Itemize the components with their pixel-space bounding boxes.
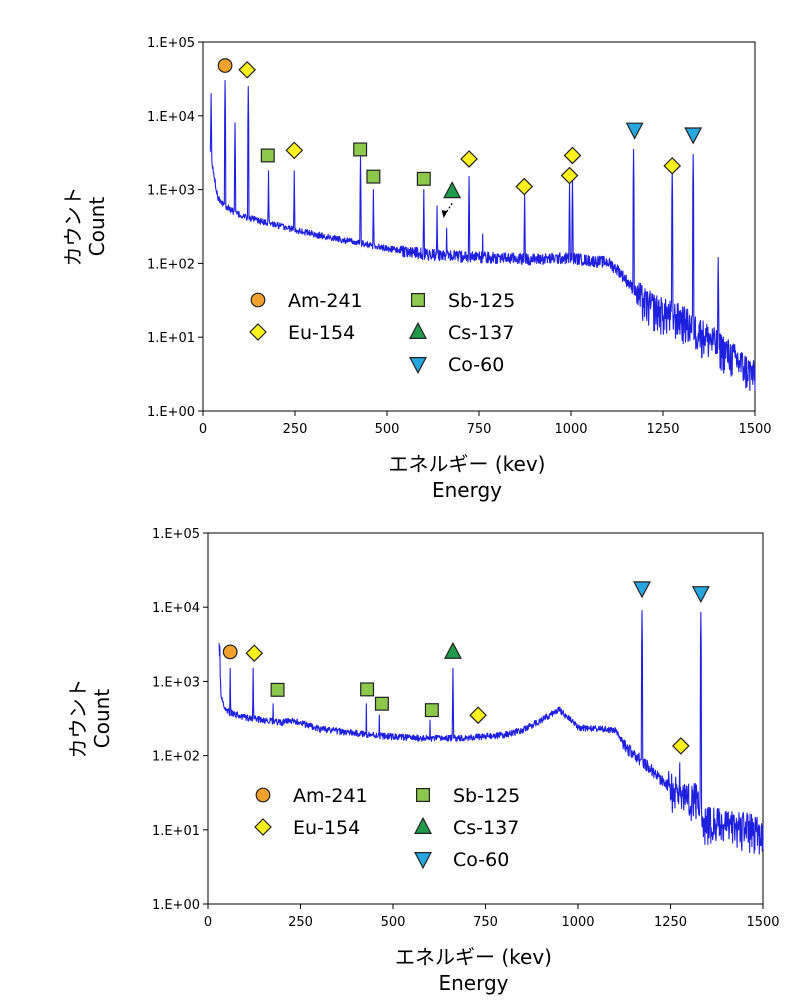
marker-sb-125	[416, 171, 431, 186]
marker-cs-137	[443, 641, 462, 659]
markers-top	[217, 58, 703, 219]
marker-co-60	[633, 581, 652, 599]
marker-sb-125	[374, 696, 389, 711]
legend-marker-sb-125	[416, 787, 431, 802]
y-tick-label: 1.E+01	[147, 331, 195, 346]
marker-eu-154	[672, 737, 690, 755]
marker-cs-137	[443, 181, 462, 199]
x-axis-title-bottom: エネルギー (kev)	[395, 945, 552, 969]
legend-label-co-60: Co-60	[448, 354, 504, 376]
y-axis-subtitle-top: Count	[85, 197, 109, 257]
marker-sb-125	[260, 148, 275, 163]
x-tick-label: 1000	[554, 422, 587, 437]
marker-am-241	[222, 644, 238, 660]
x-tick-label: 500	[375, 422, 400, 437]
legend-marker-sb-125	[411, 293, 426, 308]
y-tick-label: 1.E+05	[152, 527, 200, 542]
marker-eu-154	[469, 706, 487, 725]
legend-marker-eu-154	[249, 323, 267, 341]
legend-label-cs-137: Cs-137	[448, 322, 514, 344]
legend-label-eu-154: Eu-154	[293, 817, 360, 839]
x-tick-label: 1250	[654, 915, 687, 930]
y-axis-subtitle-bottom: Count	[90, 689, 114, 749]
y-tick-label: 1.E+03	[147, 184, 195, 199]
marker-eu-154	[560, 166, 579, 185]
legend-label-co-60: Co-60	[453, 849, 509, 871]
x-tick-label: 500	[381, 915, 406, 930]
marker-sb-125	[270, 682, 285, 697]
x-tick-label: 0	[199, 422, 207, 437]
marker-eu-154	[245, 644, 264, 663]
y-axis-title-top: カウント	[61, 187, 85, 267]
x-tick-label: 750	[467, 422, 492, 437]
y-axis-title-bottom: カウント	[66, 679, 90, 759]
y-tick-label: 1.E+01	[152, 824, 200, 839]
chart-bottom: 1.E+00 1.E+01 1.E+02 1.E+03 1.E+04 1.E+05 0 25…	[66, 527, 780, 995]
cs-arrow-head	[441, 210, 448, 219]
legend-marker-cs-137	[414, 816, 432, 835]
x-tick-label: 250	[288, 915, 313, 930]
plot-area-bottom	[207, 532, 764, 905]
legend-marker-eu-154	[254, 818, 272, 836]
x-ticks-top: 0 250 500 750 1000 1250 1500	[199, 411, 772, 437]
legend-label-am-241: Am-241	[288, 290, 363, 312]
y-tick-label: 1.E+04	[152, 601, 200, 616]
legend-bottom: Am-241 Eu-154 Sb-125 Cs-137 Co-60	[254, 785, 520, 871]
marker-eu-154	[238, 60, 257, 79]
y-ticks-top: 1.E+00 1.E+01 1.E+02 1.E+03 1.E+04 1.E+05	[147, 36, 203, 420]
y-tick-label: 1.E+02	[152, 750, 200, 765]
marker-eu-154	[515, 177, 534, 196]
legend-top: Am-241 Eu-154 Sb-125 Cs-137 Co-60	[249, 290, 515, 376]
x-tick-label: 1250	[646, 422, 679, 437]
spectrum-line	[209, 80, 756, 392]
y-tick-label: 1.E+05	[147, 36, 195, 51]
x-tick-label: 1000	[561, 915, 594, 930]
y-ticks-bottom: 1.E+00 1.E+01 1.E+02 1.E+03 1.E+04 1.E+05	[152, 527, 208, 913]
marker-co-60	[684, 127, 703, 145]
chart-top: 1.E+00 1.E+01 1.E+02 1.E+03 1.E+04 1.E+05 0 25…	[61, 36, 772, 502]
marker-sb-125	[360, 682, 375, 697]
x-ticks-bottom: 0 250 500 750 1000 1250 1500	[204, 904, 780, 930]
marker-eu-154	[563, 146, 582, 165]
x-axis-subtitle-top: Energy	[432, 478, 502, 502]
x-tick-label: 0	[204, 915, 212, 930]
legend-marker-am-241	[250, 292, 266, 308]
legend-label-sb-125: Sb-125	[448, 290, 515, 312]
y-tick-label: 1.E+04	[147, 110, 195, 125]
marker-co-60	[691, 586, 710, 604]
legend-marker-co-60	[409, 357, 427, 375]
legend-marker-am-241	[255, 787, 271, 803]
x-tick-label: 1500	[738, 422, 771, 437]
spectrum-bottom	[218, 610, 764, 855]
markers-bottom	[222, 581, 710, 755]
x-tick-label: 750	[473, 915, 498, 930]
marker-sb-125	[366, 169, 381, 184]
marker-eu-154	[663, 156, 682, 175]
legend-label-am-241: Am-241	[293, 785, 368, 807]
marker-sb-125	[424, 703, 439, 718]
x-tick-label: 1500	[746, 915, 779, 930]
legend-marker-co-60	[414, 851, 432, 870]
legend-label-sb-125: Sb-125	[453, 785, 520, 807]
y-tick-label: 1.E+02	[147, 257, 195, 272]
y-tick-label: 1.E+00	[152, 898, 200, 913]
marker-eu-154	[460, 150, 478, 168]
y-tick-label: 1.E+03	[152, 675, 200, 690]
marker-am-241	[217, 58, 233, 73]
legend-marker-cs-137	[409, 321, 427, 339]
marker-eu-154	[285, 141, 304, 160]
marker-co-60	[625, 122, 644, 140]
marker-sb-125	[353, 142, 368, 157]
x-axis-subtitle-bottom: Energy	[438, 971, 508, 995]
x-tick-label: 250	[283, 422, 308, 437]
spectrum-top	[209, 80, 756, 392]
spectrum-line	[218, 610, 764, 855]
legend-label-eu-154: Eu-154	[288, 322, 355, 344]
x-axis-title-top: エネルギー (kev)	[389, 452, 546, 476]
y-tick-label: 1.E+00	[147, 405, 195, 420]
legend-label-cs-137: Cs-137	[453, 817, 519, 839]
